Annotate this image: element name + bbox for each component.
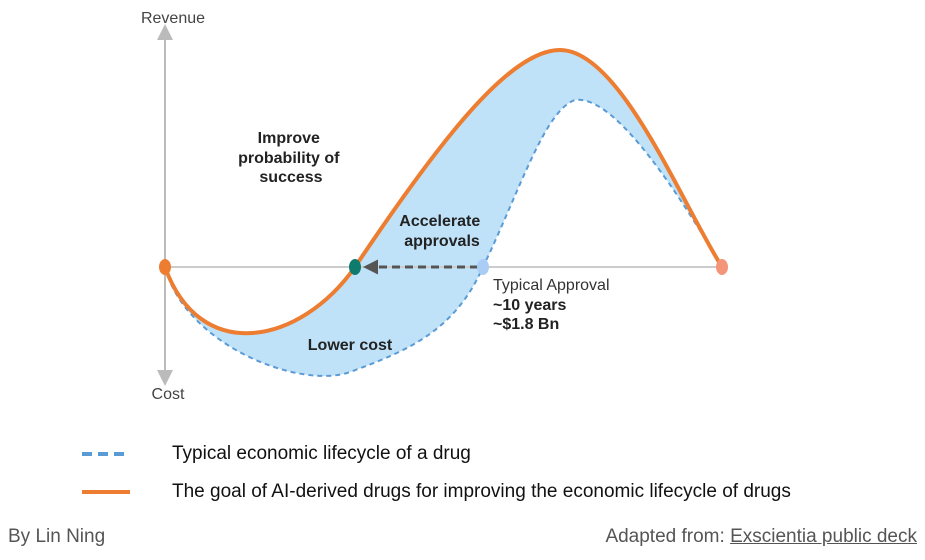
dashed-line-swatch: [82, 452, 130, 456]
end-point: [716, 259, 728, 275]
goal-lifecycle-curve: [163, 47, 724, 336]
source-prefix: Adapted from:: [605, 526, 731, 547]
revenue-axis-label: Revenue: [141, 10, 205, 27]
approval-cost-label: ~$1.8 Bn: [493, 316, 559, 333]
goal-breakeven-point: [349, 259, 361, 275]
legend-label-goal: The goal of AI-derived drugs for improvi…: [172, 481, 791, 502]
typical-breakeven-point: [477, 259, 489, 275]
improvement-shaded-area: [165, 50, 722, 376]
source-credit: Adapted from: Exscientia public deck: [605, 526, 917, 548]
cost-axis-label: Cost: [152, 386, 185, 403]
legend-item-typical: Typical economic lifecycle of a drug: [82, 442, 471, 466]
legend-item-goal: The goal of AI-derived drugs for improvi…: [82, 480, 791, 504]
author-credit: By Lin Ning: [8, 526, 106, 547]
solid-line-swatch: [82, 490, 130, 494]
typical-approval-label: Typical Approval: [493, 277, 610, 294]
lower-cost-label: Lower cost: [308, 337, 393, 354]
lifecycle-diagram: Revenue Cost Improve probability of succ…: [141, 10, 728, 403]
improve-probability-label: Improve probability of success: [238, 130, 344, 186]
start-point: [159, 259, 171, 275]
legend-label-typical: Typical economic lifecycle of a drug: [172, 443, 471, 464]
accelerate-approvals-label: Accelerate approvals: [399, 213, 484, 250]
approval-years-label: ~10 years: [493, 297, 567, 314]
source-link[interactable]: Exscientia public deck: [730, 526, 917, 547]
